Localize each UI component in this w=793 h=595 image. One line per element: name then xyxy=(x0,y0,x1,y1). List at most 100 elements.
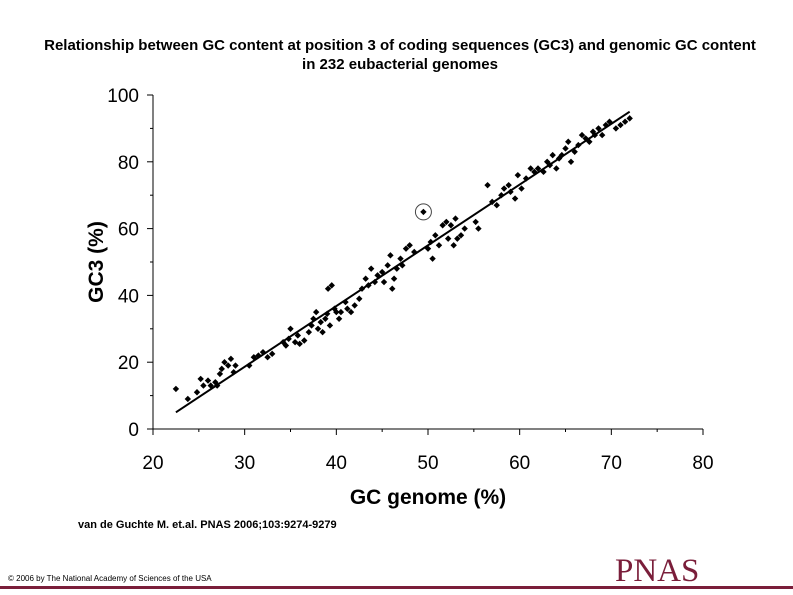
chart-title: Relationship between GC content at posit… xyxy=(44,37,756,73)
data-point xyxy=(452,215,459,222)
data-point xyxy=(384,262,391,269)
data-point xyxy=(612,125,620,132)
data-point xyxy=(493,202,500,209)
data-point xyxy=(578,131,586,139)
data-point xyxy=(282,342,290,349)
data-point xyxy=(527,165,534,172)
data-point xyxy=(294,332,302,339)
y-tick-label: 20 xyxy=(118,353,139,374)
data-point xyxy=(522,175,530,182)
data-point xyxy=(598,131,606,139)
data-point xyxy=(204,377,212,384)
x-tick-label: 30 xyxy=(234,453,255,474)
y-tick-label: 0 xyxy=(128,420,139,441)
data-point xyxy=(218,365,225,373)
data-point xyxy=(319,328,326,336)
data-point xyxy=(531,168,538,176)
data-point xyxy=(484,181,491,189)
data-point xyxy=(380,278,388,286)
data-point xyxy=(406,242,413,249)
highlight-circle xyxy=(414,203,432,221)
data-point xyxy=(475,225,482,232)
data-point xyxy=(565,138,572,145)
data-point xyxy=(443,218,450,226)
data-point xyxy=(514,171,522,179)
footer-bar xyxy=(0,586,793,589)
data-point xyxy=(518,185,525,192)
x-tick-label: 70 xyxy=(601,453,622,474)
data-point xyxy=(317,318,324,326)
regression-line xyxy=(175,110,631,414)
y-tick-label: 60 xyxy=(118,220,139,241)
y-tick-label: 80 xyxy=(118,153,139,174)
data-point xyxy=(296,340,303,348)
x-axis-title: GC genome (%) xyxy=(350,486,506,509)
pnas-logo: PNAS xyxy=(615,553,700,589)
data-point xyxy=(432,232,439,239)
x-tick-label: 80 xyxy=(692,453,713,474)
data-point xyxy=(246,362,253,369)
data-point xyxy=(461,225,468,232)
data-point xyxy=(227,355,235,363)
data-point xyxy=(389,285,396,292)
data-point xyxy=(626,115,633,122)
data-point xyxy=(444,235,452,242)
data-point xyxy=(617,121,624,129)
data-point xyxy=(602,121,610,129)
copyright-notice: © 2006 by The National Academy of Scienc… xyxy=(8,574,212,583)
data-point xyxy=(472,218,479,226)
data-point xyxy=(221,359,228,366)
data-point xyxy=(322,315,329,322)
y-tick-label: 100 xyxy=(107,86,139,107)
data-point xyxy=(314,325,322,332)
data-point xyxy=(420,208,427,216)
data-point xyxy=(447,222,455,229)
data-point xyxy=(344,305,351,312)
data-point xyxy=(387,252,394,259)
data-point xyxy=(397,255,404,262)
data-point xyxy=(595,125,602,132)
data-point xyxy=(511,195,519,202)
x-tick-label: 40 xyxy=(326,453,347,474)
data-point xyxy=(362,275,369,282)
data-point xyxy=(534,165,542,172)
data-point xyxy=(351,302,358,309)
x-tick-label: 50 xyxy=(417,453,438,474)
data-point xyxy=(356,295,363,302)
data-point xyxy=(328,282,335,289)
regression-line-group xyxy=(175,110,631,414)
data-point xyxy=(301,337,308,344)
data-point xyxy=(450,242,457,249)
y-tick-label: 40 xyxy=(118,286,139,307)
data-point xyxy=(335,315,343,322)
data-point xyxy=(224,362,232,369)
data-point xyxy=(312,308,320,316)
data-points xyxy=(172,115,633,403)
data-point xyxy=(435,242,443,249)
data-point xyxy=(549,151,556,159)
data-point xyxy=(390,275,398,282)
data-point xyxy=(172,385,180,393)
data-point xyxy=(347,308,355,316)
data-point xyxy=(454,235,461,242)
data-point xyxy=(621,118,629,125)
data-point xyxy=(268,350,276,358)
data-point xyxy=(500,185,508,192)
data-point xyxy=(505,181,512,189)
data-point xyxy=(264,353,271,361)
data-point xyxy=(232,362,239,369)
data-point xyxy=(197,375,204,383)
data-point xyxy=(200,382,207,389)
data-point xyxy=(571,148,578,155)
data-point xyxy=(567,158,575,165)
data-point xyxy=(337,308,345,316)
data-point xyxy=(457,232,465,239)
data-point xyxy=(562,145,569,152)
data-point xyxy=(429,255,436,262)
data-point xyxy=(216,370,224,378)
axes xyxy=(147,94,704,435)
x-tick-label: 20 xyxy=(142,453,163,474)
data-point xyxy=(439,222,446,229)
